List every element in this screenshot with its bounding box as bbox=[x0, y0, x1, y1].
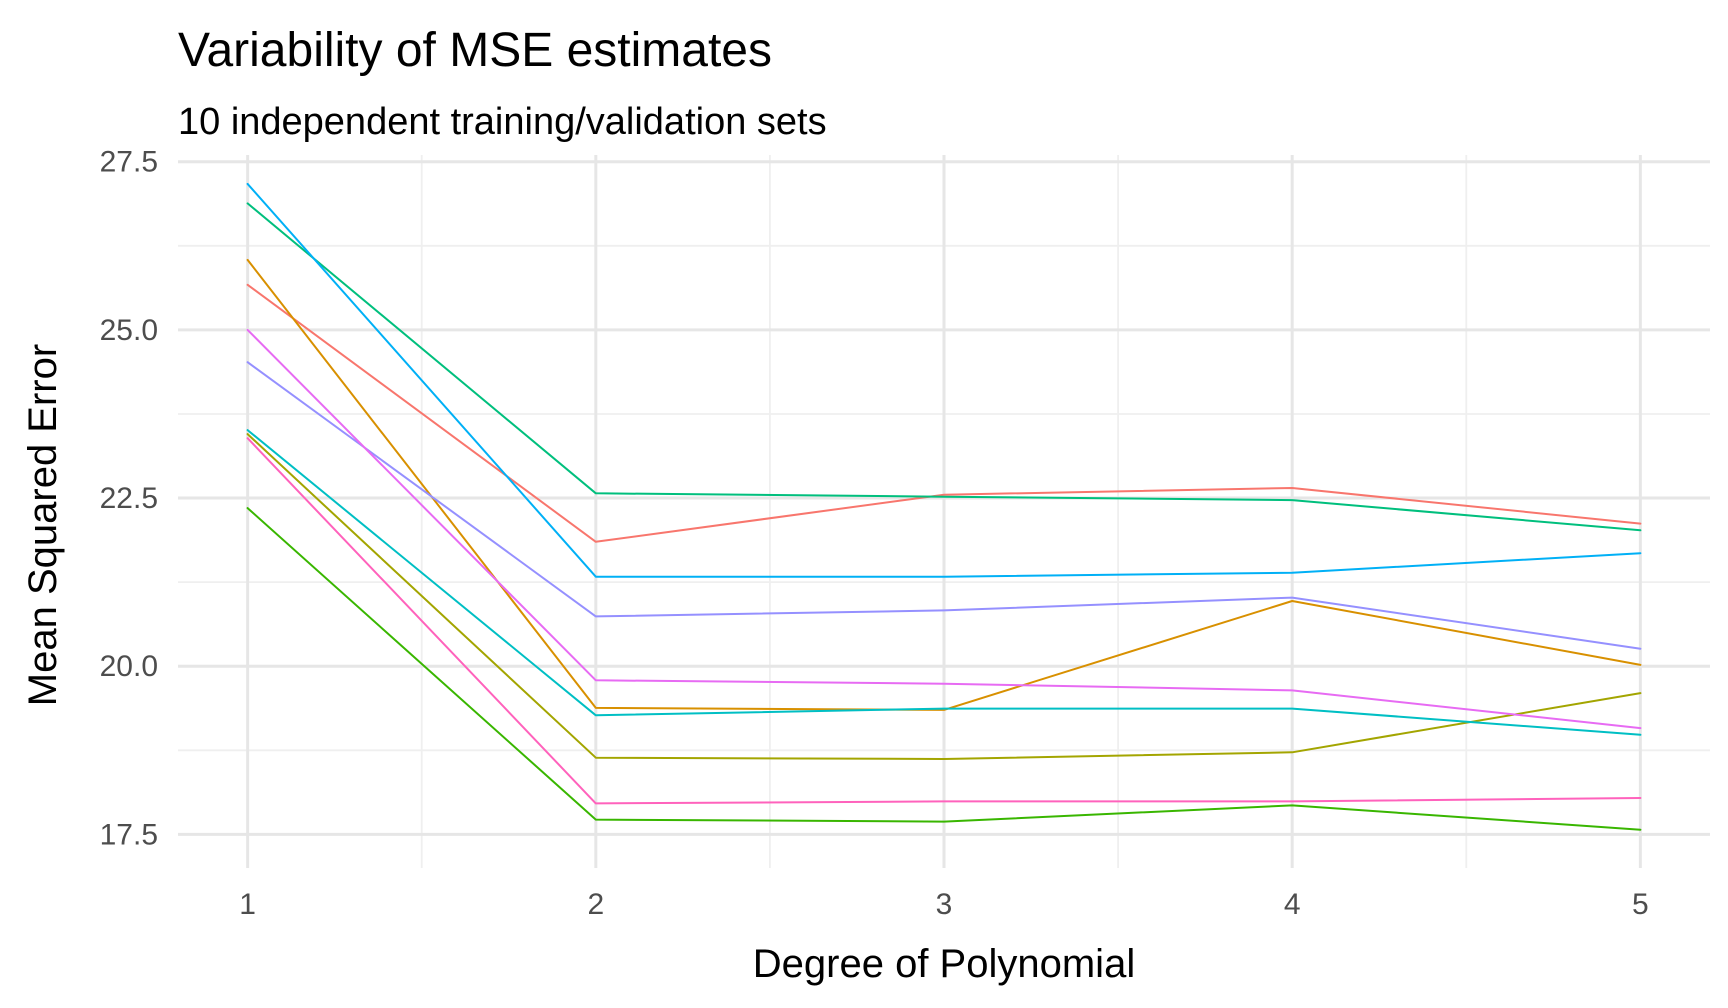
y-tick-label: 25.0 bbox=[100, 314, 158, 347]
series-line-1 bbox=[246, 283, 1642, 543]
y-tick-label: 22.5 bbox=[100, 482, 158, 515]
x-tick-label: 3 bbox=[936, 888, 953, 921]
series-line-5 bbox=[246, 202, 1642, 532]
series-line-7 bbox=[246, 182, 1642, 578]
x-tick-label: 1 bbox=[239, 888, 256, 921]
series-line-3 bbox=[246, 433, 1642, 760]
x-tick-label: 4 bbox=[1284, 888, 1301, 921]
series-line-6 bbox=[246, 429, 1642, 736]
x-axis-title: Degree of Polynomial bbox=[753, 942, 1135, 986]
series-lines bbox=[246, 182, 1642, 831]
series-line-10 bbox=[246, 437, 1642, 805]
y-axis-title: Mean Squared Error bbox=[21, 344, 65, 706]
x-tick-label: 5 bbox=[1632, 888, 1649, 921]
x-axis-tick-labels: 1 2 3 4 5 bbox=[239, 888, 1648, 921]
x-tick-label: 2 bbox=[587, 888, 604, 921]
chart-subtitle: 10 independent training/validation sets bbox=[178, 101, 827, 143]
series-line-2 bbox=[246, 258, 1642, 711]
series-line-8 bbox=[246, 361, 1642, 650]
chart-title: Variability of MSE estimates bbox=[178, 24, 772, 77]
major-gridlines bbox=[178, 155, 1710, 868]
y-tick-label: 27.5 bbox=[100, 146, 158, 179]
series-line-9 bbox=[246, 328, 1642, 730]
y-tick-label: 17.5 bbox=[100, 818, 158, 851]
y-axis-tick-labels: 17.5 20.0 22.5 25.0 27.5 bbox=[100, 146, 158, 852]
series-line-4 bbox=[246, 507, 1642, 831]
y-tick-label: 20.0 bbox=[100, 650, 158, 683]
